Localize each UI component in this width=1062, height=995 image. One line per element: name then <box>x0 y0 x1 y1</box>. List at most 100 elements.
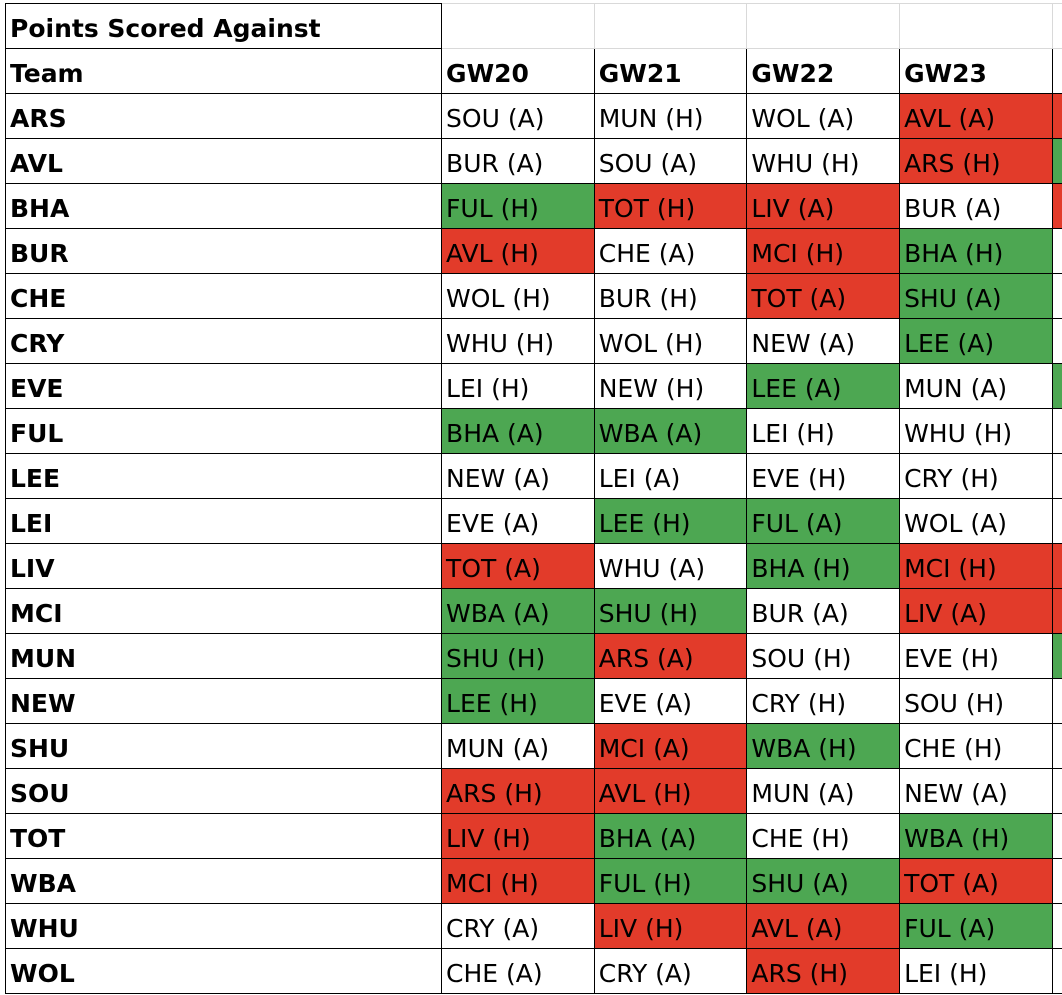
empty-cell[interactable] <box>441 3 595 49</box>
cut-off-cell[interactable] <box>1051 948 1062 994</box>
fixture-cell[interactable]: MUN (H) <box>593 93 748 139</box>
fixture-cell[interactable]: FUL (A) <box>746 498 901 544</box>
cut-off-cell[interactable] <box>1051 183 1062 229</box>
fixture-cell[interactable]: TOT (H) <box>593 183 748 229</box>
cut-off-cell[interactable] <box>1051 543 1062 589</box>
empty-cell[interactable] <box>899 3 1053 49</box>
fixture-cell[interactable]: MCI (H) <box>441 858 595 904</box>
fixture-cell[interactable]: BUR (A) <box>441 138 595 184</box>
fixture-cell[interactable]: ARS (H) <box>441 768 595 814</box>
cut-off-cell[interactable] <box>1051 363 1062 409</box>
cut-off-cell[interactable] <box>1051 93 1062 139</box>
fixture-cell[interactable]: NEW (A) <box>899 768 1053 814</box>
fixture-cell[interactable]: ARS (H) <box>746 948 901 994</box>
fixture-cell[interactable]: TOT (A) <box>746 273 901 319</box>
cut-off-cell[interactable] <box>1051 723 1062 769</box>
fixture-cell[interactable]: WOL (H) <box>593 318 748 364</box>
fixture-cell[interactable]: LEI (A) <box>593 453 748 499</box>
fixture-cell[interactable]: LEE (H) <box>593 498 748 544</box>
team-name-cell[interactable]: WBA <box>4 858 443 904</box>
team-name-cell[interactable]: WOL <box>4 948 443 994</box>
cut-off-cell[interactable] <box>1051 228 1062 274</box>
empty-cell[interactable] <box>1051 3 1062 49</box>
team-name-cell[interactable]: CHE <box>4 273 443 319</box>
fixture-cell[interactable]: NEW (A) <box>746 318 901 364</box>
team-name-cell[interactable]: LEI <box>4 498 443 544</box>
fixture-cell[interactable]: CRY (A) <box>593 948 748 994</box>
fixture-cell[interactable]: LEI (H) <box>441 363 595 409</box>
empty-cell[interactable] <box>593 3 748 49</box>
gameweek-header[interactable]: GW21 <box>593 48 748 94</box>
fixture-cell[interactable]: AVL (H) <box>441 228 595 274</box>
cut-off-cell[interactable] <box>1051 633 1062 679</box>
cut-off-cell[interactable] <box>1051 138 1062 184</box>
team-name-cell[interactable]: BUR <box>4 228 443 274</box>
fixture-cell[interactable]: NEW (A) <box>441 453 595 499</box>
team-name-cell[interactable]: LEE <box>4 453 443 499</box>
fixture-cell[interactable]: WHU (H) <box>441 318 595 364</box>
fixture-cell[interactable]: LIV (A) <box>899 588 1053 634</box>
team-name-cell[interactable]: ARS <box>4 93 443 139</box>
fixture-cell[interactable]: NEW (H) <box>593 363 748 409</box>
fixture-cell[interactable]: BHA (H) <box>899 228 1053 274</box>
fixture-cell[interactable]: MCI (A) <box>593 723 748 769</box>
fixture-cell[interactable]: CHE (A) <box>441 948 595 994</box>
gameweek-header[interactable]: GW20 <box>441 48 595 94</box>
fixture-cell[interactable]: SHU (H) <box>441 633 595 679</box>
fixture-cell[interactable]: LEE (A) <box>899 318 1053 364</box>
table-title[interactable]: Points Scored Against <box>4 3 443 49</box>
cut-off-cell[interactable] <box>1051 48 1062 94</box>
fixture-cell[interactable]: CRY (A) <box>441 903 595 949</box>
empty-cell[interactable] <box>746 3 901 49</box>
fixture-cell[interactable]: AVL (A) <box>899 93 1053 139</box>
fixture-cell[interactable]: SHU (H) <box>593 588 748 634</box>
fixture-cell[interactable]: FUL (A) <box>899 903 1053 949</box>
fixture-cell[interactable]: EVE (A) <box>441 498 595 544</box>
fixture-cell[interactable]: WOL (A) <box>746 93 901 139</box>
team-name-cell[interactable]: NEW <box>4 678 443 724</box>
fixture-cell[interactable]: MUN (A) <box>899 363 1053 409</box>
gameweek-header[interactable]: GW23 <box>899 48 1053 94</box>
fixture-cell[interactable]: CHE (A) <box>593 228 748 274</box>
fixture-cell[interactable]: MCI (H) <box>899 543 1053 589</box>
team-name-cell[interactable]: MUN <box>4 633 443 679</box>
fixture-cell[interactable]: LIV (H) <box>593 903 748 949</box>
team-name-cell[interactable]: AVL <box>4 138 443 184</box>
cut-off-cell[interactable] <box>1051 813 1062 859</box>
cut-off-cell[interactable] <box>1051 498 1062 544</box>
team-name-cell[interactable]: MCI <box>4 588 443 634</box>
fixture-cell[interactable]: EVE (H) <box>899 633 1053 679</box>
fixture-cell[interactable]: WBA (H) <box>899 813 1053 859</box>
fixture-cell[interactable]: AVL (A) <box>746 903 901 949</box>
fixture-cell[interactable]: SHU (A) <box>746 858 901 904</box>
fixture-cell[interactable]: BUR (H) <box>593 273 748 319</box>
team-name-cell[interactable]: SHU <box>4 723 443 769</box>
fixture-cell[interactable]: BHA (A) <box>441 408 595 454</box>
fixture-cell[interactable]: MUN (A) <box>746 768 901 814</box>
fixture-cell[interactable]: CHE (H) <box>899 723 1053 769</box>
fixture-cell[interactable]: BHA (H) <box>746 543 901 589</box>
fixture-cell[interactable]: CHE (H) <box>746 813 901 859</box>
fixture-cell[interactable]: MCI (H) <box>746 228 901 274</box>
fixture-cell[interactable]: CRY (H) <box>899 453 1053 499</box>
team-name-cell[interactable]: EVE <box>4 363 443 409</box>
fixture-cell[interactable]: BHA (A) <box>593 813 748 859</box>
fixture-cell[interactable]: WBA (A) <box>441 588 595 634</box>
fixture-cell[interactable]: CRY (H) <box>746 678 901 724</box>
cut-off-cell[interactable] <box>1051 408 1062 454</box>
cut-off-cell[interactable] <box>1051 318 1062 364</box>
fixture-cell[interactable]: FUL (H) <box>593 858 748 904</box>
fixture-cell[interactable]: SOU (A) <box>593 138 748 184</box>
gameweek-header[interactable]: GW22 <box>746 48 901 94</box>
fixture-cell[interactable]: WHU (H) <box>746 138 901 184</box>
cut-off-cell[interactable] <box>1051 588 1062 634</box>
team-name-cell[interactable]: LIV <box>4 543 443 589</box>
team-name-cell[interactable]: WHU <box>4 903 443 949</box>
fixture-cell[interactable]: WHU (H) <box>899 408 1053 454</box>
fixture-cell[interactable]: TOT (A) <box>441 543 595 589</box>
team-name-cell[interactable]: SOU <box>4 768 443 814</box>
fixture-cell[interactable]: LIV (A) <box>746 183 901 229</box>
cut-off-cell[interactable] <box>1051 903 1062 949</box>
team-name-cell[interactable]: BHA <box>4 183 443 229</box>
cut-off-cell[interactable] <box>1051 858 1062 904</box>
